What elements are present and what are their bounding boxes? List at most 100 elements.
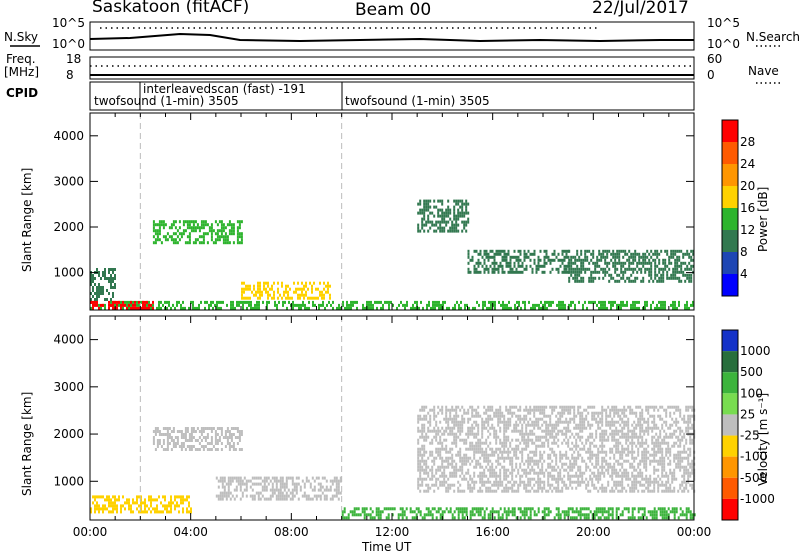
- power-cell: [170, 238, 173, 242]
- velocity-cell: [471, 486, 474, 490]
- nsky-panel-frame: [89, 21, 695, 51]
- velocity-cell: [429, 510, 432, 514]
- power-cell: [463, 220, 466, 224]
- power-cell: [590, 279, 593, 283]
- velocity-cell: [639, 435, 642, 439]
- velocity-cell: [160, 445, 163, 448]
- velocity-cell: [679, 444, 682, 448]
- velocity-cell: [545, 414, 548, 418]
- velocity-cell: [108, 501, 110, 505]
- velocity-cell: [417, 480, 420, 484]
- velocity-cell: [110, 501, 112, 505]
- power-cell: [660, 279, 663, 283]
- power-cell: [580, 276, 583, 280]
- velocity-cell: [164, 498, 166, 502]
- velocity-cell: [657, 438, 660, 442]
- power-cell: [417, 202, 420, 206]
- velocity-cell: [659, 510, 662, 514]
- power-cell: [410, 306, 412, 310]
- velocity-cell: [567, 510, 570, 514]
- velocity-cell: [675, 462, 678, 466]
- velocity-cell: [639, 507, 642, 511]
- power-cell: [418, 306, 420, 310]
- velocity-cell: [331, 482, 334, 486]
- velocity-cell: [219, 479, 222, 483]
- velocity-cell: [679, 513, 682, 517]
- power-cell: [202, 226, 205, 230]
- power-cell: [570, 258, 573, 262]
- velocity-cell: [527, 408, 530, 412]
- velocity-cell: [601, 435, 604, 439]
- velocity-cell: [517, 507, 520, 511]
- velocity-cell: [593, 411, 596, 415]
- power-cell: [578, 270, 581, 274]
- power-cell: [442, 306, 444, 310]
- velocity-cell: [453, 516, 456, 520]
- velocity-cell: [655, 426, 658, 430]
- velocity-cell: [513, 423, 516, 427]
- power-cell: [612, 300, 614, 304]
- power-cell: [578, 267, 581, 271]
- velocity-cell: [615, 438, 618, 442]
- velocity-cell: [619, 462, 622, 466]
- power-cell: [402, 303, 404, 307]
- velocity-cell: [419, 477, 422, 481]
- velocity-cell: [481, 465, 484, 469]
- power-cell: [670, 255, 673, 259]
- velocity-cell: [655, 450, 658, 454]
- power-cell: [287, 296, 289, 300]
- power-cell: [451, 220, 454, 224]
- velocity-cell: [627, 507, 630, 511]
- velocity-cell: [525, 468, 528, 472]
- velocity-cell: [537, 483, 540, 487]
- velocity-cell: [509, 423, 512, 427]
- power-cell: [596, 270, 599, 274]
- velocity-cell: [367, 513, 370, 517]
- power-cell: [602, 252, 605, 256]
- power-cell: [216, 229, 219, 233]
- velocity-cell: [295, 491, 298, 495]
- velocity-cell: [178, 445, 181, 448]
- velocity-cell: [216, 442, 219, 445]
- velocity-cell: [681, 483, 684, 487]
- power-cell: [110, 286, 112, 289]
- power-cell: [311, 290, 313, 294]
- velocity-cell: [144, 504, 146, 508]
- power-cell: [180, 306, 182, 310]
- velocity-cell: [485, 411, 488, 415]
- velocity-cell: [156, 439, 159, 442]
- velocity-cell: [202, 448, 205, 451]
- velocity-cell: [553, 429, 556, 433]
- velocity-cell: [691, 516, 694, 520]
- velocity-cell: [599, 411, 602, 415]
- velocity-cell: [549, 435, 552, 439]
- velocity-cell: [377, 513, 380, 517]
- velocity-cell: [184, 433, 187, 436]
- velocity-cell: [182, 495, 184, 499]
- power-cell: [158, 220, 161, 224]
- velocity-cell: [487, 429, 490, 433]
- power-cell: [558, 306, 560, 310]
- power-cell: [132, 303, 134, 307]
- velocity-cell: [569, 411, 572, 415]
- power-cell: [688, 255, 691, 259]
- power-cell: [301, 290, 303, 294]
- velocity-cell: [539, 426, 542, 430]
- velocity-cell: [457, 516, 460, 520]
- velocity-cell: [467, 447, 470, 451]
- power-cell: [148, 300, 150, 304]
- velocity-cell: [170, 507, 172, 511]
- velocity-cell: [537, 510, 540, 514]
- velocity-cell: [511, 438, 514, 442]
- velocity-cell: [445, 426, 448, 430]
- velocity-cell: [473, 474, 476, 478]
- velocity-cell: [635, 432, 638, 436]
- velocity-cell: [547, 462, 550, 466]
- velocity-cell: [489, 414, 492, 418]
- velocity-cell: [315, 494, 318, 498]
- power-cell: [624, 270, 627, 274]
- power-cell: [632, 267, 635, 271]
- velocity-cell: [573, 420, 576, 424]
- velocity-cell: [421, 423, 424, 427]
- velocity-cell: [601, 423, 604, 427]
